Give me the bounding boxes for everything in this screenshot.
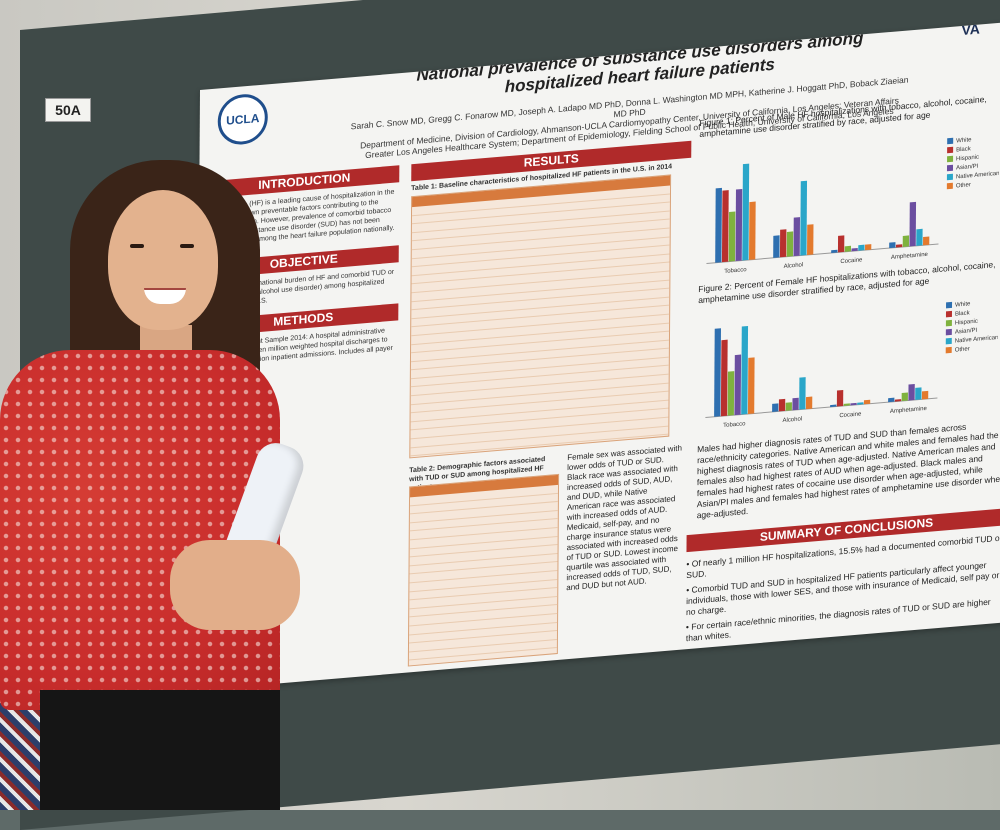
- smile: [144, 288, 186, 304]
- legend-swatch: [947, 146, 954, 154]
- bar: [792, 397, 799, 411]
- legend-swatch: [946, 182, 953, 190]
- bar: [909, 201, 917, 247]
- demographic-table: [407, 473, 560, 667]
- legend-swatch: [947, 155, 954, 163]
- research-poster: UCLA VA National prevalence of substance…: [195, 21, 1000, 691]
- legend-entry: White: [956, 137, 972, 144]
- bar: [772, 403, 779, 412]
- bar: [916, 228, 923, 246]
- legend-swatch: [945, 310, 952, 318]
- bar: [720, 339, 728, 417]
- legend-swatch: [946, 173, 953, 181]
- bar: [800, 180, 808, 256]
- bar: [741, 325, 749, 415]
- male-bar-chart: Tobacco Alcohol Cocaine Amphetamine White Bla…: [706, 137, 999, 275]
- legend-swatch: [945, 319, 952, 327]
- bar: [836, 389, 844, 407]
- ucla-logo: UCLA: [217, 92, 268, 147]
- bar: [888, 397, 895, 403]
- bar: [894, 399, 902, 402]
- category-label: Amphetamine: [891, 252, 929, 261]
- right-eye: [180, 244, 194, 248]
- legend-entry: Black: [955, 310, 971, 317]
- bar: [850, 402, 857, 406]
- legend-entry: Other: [955, 346, 970, 353]
- legend-swatch: [946, 164, 954, 172]
- bar: [889, 242, 896, 249]
- bar: [747, 357, 755, 414]
- bar: [749, 201, 756, 260]
- bar: [843, 403, 850, 406]
- legend-entry: White: [955, 301, 971, 308]
- category-label: Cocaine: [840, 257, 863, 265]
- legend-swatch: [946, 301, 953, 309]
- bar: [858, 244, 865, 251]
- bar: [721, 190, 729, 263]
- bar: [807, 224, 814, 256]
- legend-entry: Hispanic: [955, 319, 978, 327]
- legend-swatch: [945, 328, 952, 336]
- category-label: Alcohol: [782, 416, 802, 424]
- category-label: Tobacco: [723, 421, 746, 429]
- legend-entry: Other: [956, 182, 971, 189]
- legend-entry: Native American: [955, 335, 998, 345]
- results-paragraph: Males had higher diagnosis rates of TUD …: [696, 421, 1000, 521]
- bar: [863, 399, 871, 405]
- bar: [830, 404, 837, 408]
- female-finding-text: Female sex was associated with lower odd…: [566, 443, 682, 593]
- category-label: Cocaine: [839, 411, 862, 419]
- booth-label: 50A: [45, 98, 91, 122]
- bar: [837, 235, 845, 253]
- bar: [742, 163, 750, 261]
- bar: [734, 354, 742, 416]
- bar: [778, 398, 786, 412]
- bar: [773, 235, 780, 258]
- bar: [902, 235, 910, 247]
- baseline-table: [409, 174, 672, 459]
- face: [108, 190, 218, 330]
- bar: [728, 211, 736, 262]
- legend-swatch: [947, 137, 954, 145]
- legend-entry: Asian/PI: [955, 328, 978, 336]
- bar: [831, 249, 838, 253]
- left-eye: [130, 244, 144, 248]
- legend-entry: Native American: [956, 171, 999, 181]
- bar: [915, 387, 922, 400]
- bar: [923, 236, 930, 246]
- bar: [785, 402, 792, 411]
- bar: [921, 390, 929, 400]
- legend-entry: Asian/PI: [956, 164, 979, 172]
- bar: [844, 245, 852, 252]
- legend-swatch: [945, 337, 952, 345]
- bar: [735, 188, 743, 262]
- bar: [865, 244, 872, 251]
- bar: [901, 392, 908, 402]
- legend-entry: Black: [956, 146, 972, 153]
- bar: [805, 396, 813, 410]
- bar: [779, 229, 787, 258]
- bar: [857, 402, 864, 405]
- bar: [715, 187, 722, 263]
- bar: [793, 217, 801, 257]
- black-pants: [40, 690, 280, 810]
- bar: [786, 231, 794, 257]
- bar: [714, 328, 721, 417]
- category-label: Tobacco: [724, 267, 747, 275]
- legend-swatch: [945, 346, 952, 354]
- category-label: Alcohol: [784, 262, 804, 270]
- category-label: Amphetamine: [890, 406, 928, 415]
- bar: [908, 383, 915, 401]
- bar: [851, 247, 858, 252]
- female-bar-chart: Tobacco Alcohol Cocaine Amphetamine White Bla…: [705, 301, 998, 429]
- bar: [895, 244, 903, 248]
- bar: [727, 371, 735, 416]
- legend-entry: Hispanic: [956, 155, 979, 163]
- bar: [799, 377, 806, 410]
- forearm: [170, 540, 300, 630]
